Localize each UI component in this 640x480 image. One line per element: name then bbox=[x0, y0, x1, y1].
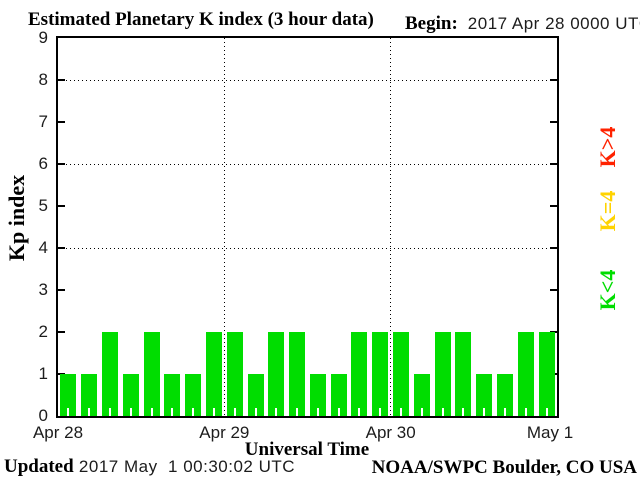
y-tick-right-3 bbox=[550, 289, 557, 291]
kp-bar-22 bbox=[517, 332, 534, 416]
gridline-kp-8 bbox=[66, 79, 549, 81]
gridline-day-2 bbox=[390, 38, 392, 416]
y-tick-right-5 bbox=[550, 205, 557, 207]
interval-tick-21 bbox=[504, 408, 507, 416]
source-attribution: NOAA/SWPC Boulder, CO USA bbox=[371, 457, 637, 478]
interval-tick-11 bbox=[296, 408, 299, 416]
kp-bar-19 bbox=[455, 332, 472, 416]
x-tick-label-1: Apr 29 bbox=[199, 423, 250, 442]
interval-tick-13 bbox=[337, 408, 340, 416]
interval-tick-9 bbox=[254, 408, 257, 416]
y-tick-label-0: 0 bbox=[38, 406, 48, 425]
updated-timestamp: Updated 2017 May 1 00:30:02 UTC bbox=[4, 456, 295, 478]
interval-tick-20 bbox=[483, 408, 486, 416]
legend-item-k-lt-4: K<4 bbox=[595, 269, 620, 311]
interval-tick-5 bbox=[171, 408, 174, 416]
y-tick-left-2 bbox=[58, 331, 65, 333]
gridline-kp-6 bbox=[66, 163, 549, 165]
kp-bar-12 bbox=[309, 374, 326, 416]
updated-label: Updated bbox=[4, 456, 74, 477]
y-tick-label-9: 9 bbox=[38, 28, 48, 47]
kp-bar-20 bbox=[476, 374, 493, 416]
plot-area bbox=[56, 36, 559, 418]
y-tick-label-5: 5 bbox=[38, 196, 48, 215]
interval-tick-22 bbox=[524, 408, 527, 416]
y-tick-right-7 bbox=[550, 121, 557, 123]
y-tick-right-6 bbox=[550, 163, 557, 165]
y-tick-right-4 bbox=[550, 247, 557, 249]
updated-value: 2017 May 1 00:30:02 UTC bbox=[73, 457, 296, 476]
y-tick-label-8: 8 bbox=[38, 70, 48, 89]
y-tick-left-5 bbox=[58, 205, 65, 207]
interval-tick-2 bbox=[108, 408, 111, 416]
interval-tick-10 bbox=[275, 408, 278, 416]
interval-tick-3 bbox=[129, 408, 132, 416]
kp-bar-18 bbox=[434, 332, 451, 416]
legend-item-k-eq-4: K=4 bbox=[595, 190, 620, 232]
y-tick-left-7 bbox=[58, 121, 65, 123]
y-tick-left-4 bbox=[58, 247, 65, 249]
kp-bar-17 bbox=[413, 374, 430, 416]
kp-bar-16 bbox=[393, 332, 410, 416]
kp-bar-6 bbox=[185, 374, 202, 416]
chart-title: Estimated Planetary K index (3 hour data… bbox=[28, 9, 374, 30]
interval-tick-17 bbox=[420, 408, 423, 416]
y-tick-label-2: 2 bbox=[38, 322, 48, 341]
plot-inner bbox=[58, 38, 557, 416]
kp-bar-13 bbox=[330, 374, 347, 416]
interval-tick-18 bbox=[441, 408, 444, 416]
kp-bar-9 bbox=[247, 374, 264, 416]
x-tick-label-3: May 1 bbox=[526, 423, 574, 442]
y-tick-left-8 bbox=[58, 79, 65, 81]
kp-bar-15 bbox=[372, 332, 389, 416]
y-tick-label-4: 4 bbox=[38, 238, 48, 257]
x-axis-title: Universal Time bbox=[244, 439, 370, 460]
kp-bar-5 bbox=[164, 374, 181, 416]
begin-value: 2017 Apr 28 0000 UTC bbox=[467, 14, 640, 33]
interval-tick-23 bbox=[545, 408, 548, 416]
kp-bar-23 bbox=[538, 332, 555, 416]
interval-tick-15 bbox=[379, 408, 382, 416]
y-tick-left-6 bbox=[58, 163, 65, 165]
x-tick-label-0: Apr 28 bbox=[32, 423, 84, 442]
kp-bar-11 bbox=[289, 332, 306, 416]
y-tick-label-7: 7 bbox=[38, 112, 48, 131]
kp-bar-4 bbox=[143, 332, 160, 416]
y-tick-left-3 bbox=[58, 289, 65, 291]
kp-bar-2 bbox=[101, 332, 118, 416]
interval-tick-12 bbox=[316, 408, 319, 416]
interval-tick-1 bbox=[88, 408, 91, 416]
interval-tick-19 bbox=[462, 408, 465, 416]
y-tick-right-8 bbox=[550, 79, 557, 81]
kp-bar-8 bbox=[226, 332, 243, 416]
interval-tick-6 bbox=[192, 408, 195, 416]
gridline-kp-4 bbox=[66, 247, 549, 249]
legend-item-k-gt-4: K>4 bbox=[595, 126, 620, 168]
gridline-day-1 bbox=[223, 38, 225, 416]
interval-tick-4 bbox=[150, 408, 153, 416]
kp-bar-3 bbox=[122, 374, 139, 416]
interval-tick-7 bbox=[212, 408, 215, 416]
interval-tick-8 bbox=[233, 408, 236, 416]
y-tick-label-6: 6 bbox=[38, 154, 48, 173]
kp-bar-21 bbox=[497, 374, 514, 416]
interval-tick-16 bbox=[400, 408, 403, 416]
interval-tick-0 bbox=[67, 408, 70, 416]
y-tick-label-3: 3 bbox=[38, 280, 48, 299]
kp-bar-10 bbox=[268, 332, 285, 416]
kp-bar-7 bbox=[205, 332, 222, 416]
begin-info: Begin: 2017 Apr 28 0000 UTC bbox=[405, 13, 640, 35]
kp-bar-1 bbox=[81, 374, 98, 416]
x-tick-label-2: Apr 30 bbox=[365, 423, 416, 442]
kp-bar-0 bbox=[60, 374, 77, 416]
interval-tick-14 bbox=[358, 408, 361, 416]
begin-label: Begin: bbox=[405, 13, 458, 34]
y-tick-label-1: 1 bbox=[38, 364, 48, 383]
kp-bar-14 bbox=[351, 332, 368, 416]
